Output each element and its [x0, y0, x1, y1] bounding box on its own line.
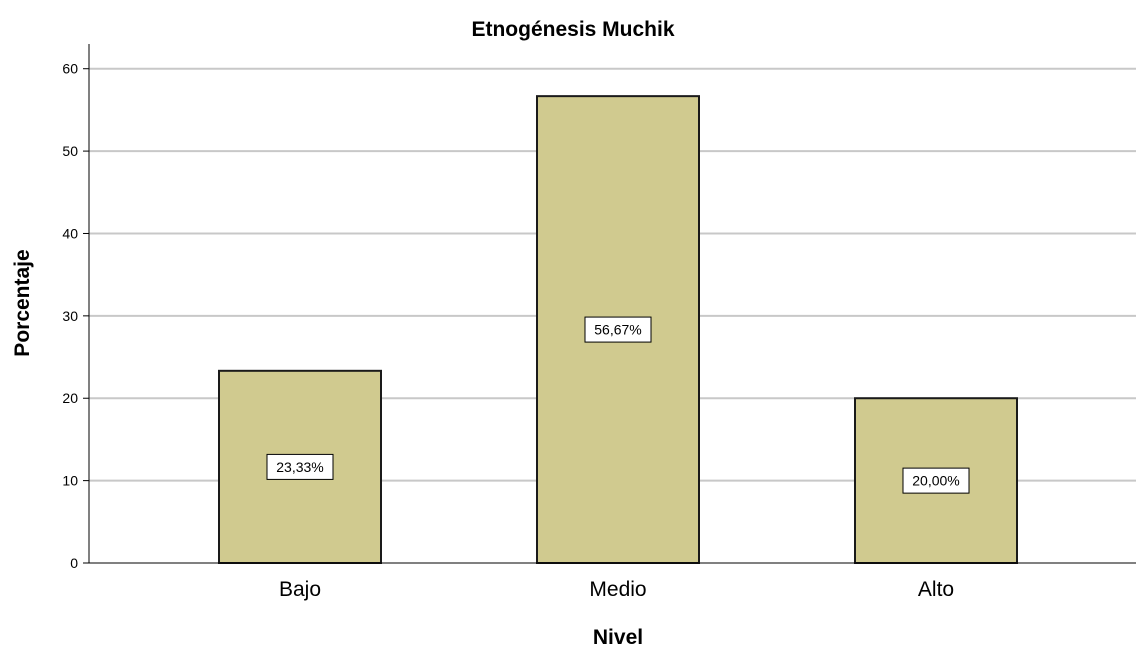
x-tick-label: Alto: [918, 578, 954, 601]
y-axis-title: Porcentaje: [11, 249, 34, 356]
data-label: 23,33%: [266, 453, 334, 480]
x-tick-labels: Bajo Medio Alto: [279, 578, 954, 601]
data-label: 56,67%: [584, 316, 652, 343]
y-tick-label: 0: [70, 555, 78, 571]
chart-title: Etnogénesis Muchik: [471, 18, 674, 41]
data-label-box: [266, 453, 334, 480]
x-tick-label: Medio: [589, 578, 646, 601]
axes: [88, 44, 1136, 564]
data-label-box: [902, 467, 970, 494]
y-tick-label: 30: [62, 308, 78, 324]
y-tick-label: 40: [62, 225, 78, 241]
data-labels: 23,33% 56,67% 20,00%: [266, 316, 970, 494]
data-label: 20,00%: [902, 467, 970, 494]
data-label-box: [584, 316, 652, 343]
x-tick-label: Bajo: [279, 578, 321, 601]
y-tick-labels: 0 10 20 30 40 50 60: [62, 61, 89, 571]
y-tick-label: 20: [62, 390, 78, 406]
y-tick-label: 50: [62, 143, 78, 159]
y-tick-label: 60: [62, 61, 78, 77]
data-label-text: 20,00%: [912, 473, 959, 489]
data-label-text: 56,67%: [594, 322, 641, 338]
y-tick-label: 10: [62, 473, 78, 489]
data-label-text: 23,33%: [276, 459, 323, 475]
x-axis-title: Nivel: [593, 626, 643, 649]
